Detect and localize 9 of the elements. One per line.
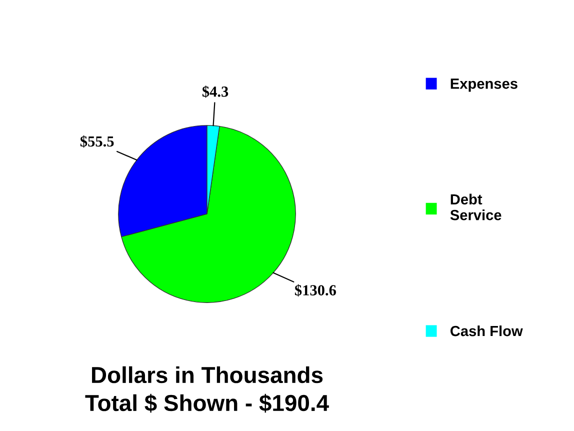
- data-label: $4.3: [202, 86, 228, 98]
- data-label: $55.5: [80, 135, 114, 148]
- legend-label: Debt Service: [450, 194, 502, 220]
- text: Total $ Shown - $190.4: [85, 394, 329, 413]
- data-label: $130.6: [294, 284, 336, 296]
- pie-slice: [121, 126, 296, 303]
- text: Dollars in Thousands: [92, 366, 323, 384]
- legend-label: Cash Flow: [450, 325, 523, 336]
- legend-label: Expenses: [450, 78, 518, 92]
